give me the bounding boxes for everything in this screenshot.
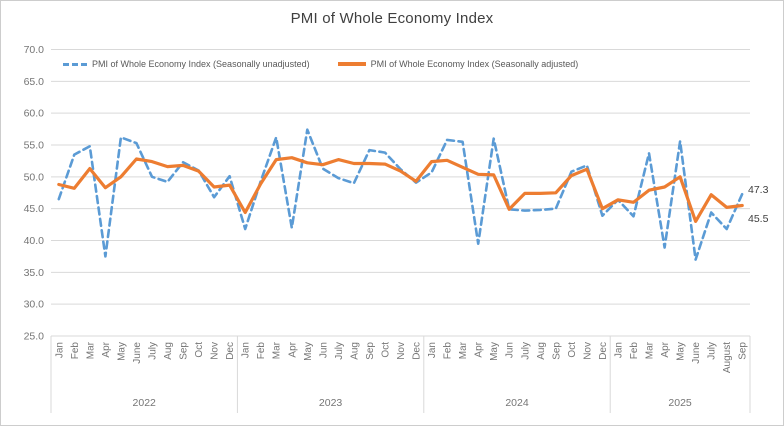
data-label-unadjusted-last: 47.3 bbox=[748, 184, 769, 196]
x-axis-year-separators bbox=[50, 336, 751, 413]
y-tick-label: 70.0 bbox=[24, 44, 45, 56]
month-tick-label: Apr bbox=[474, 341, 485, 357]
month-tick-label: May bbox=[676, 342, 687, 361]
month-tick-label: Jan bbox=[613, 342, 624, 358]
month-tick-label: Mar bbox=[272, 341, 283, 359]
y-tick-label: 50.0 bbox=[24, 171, 45, 183]
y-tick-label: 25.0 bbox=[24, 331, 45, 343]
month-tick-label: Apr bbox=[287, 341, 298, 357]
month-tick-label: Dec bbox=[598, 342, 609, 360]
month-tick-label: Oct bbox=[194, 342, 205, 358]
month-tick-label: August bbox=[722, 342, 733, 373]
x-axis-year-labels: 2022 2023 2024 2025 bbox=[133, 397, 692, 409]
year-label: 2023 bbox=[319, 397, 343, 409]
year-label: 2022 bbox=[133, 397, 157, 409]
legend-item-adjusted[interactable]: PMI of Whole Economy Index (Seasonally a… bbox=[337, 59, 579, 69]
month-tick-label: Apr bbox=[101, 341, 112, 357]
legend-item-unadjusted[interactable]: PMI of Whole Economy Index (Seasonally u… bbox=[63, 59, 310, 69]
y-tick-label: 40.0 bbox=[24, 235, 45, 247]
year-label: 2025 bbox=[668, 397, 692, 409]
month-tick-label: May bbox=[116, 342, 127, 361]
month-tick-label: Sep bbox=[551, 342, 562, 360]
month-tick-label: Feb bbox=[629, 342, 640, 360]
month-tick-label: Mar bbox=[85, 341, 96, 359]
series-lines bbox=[57, 128, 744, 261]
month-tick-label: Sep bbox=[179, 342, 190, 360]
month-tick-label: Oct bbox=[380, 342, 391, 358]
month-tick-label: Jun bbox=[505, 342, 516, 358]
month-tick-label: July bbox=[147, 342, 158, 360]
month-tick-label: Sep bbox=[365, 342, 376, 360]
chart-legend: PMI of Whole Economy Index (Seasonally u… bbox=[63, 57, 578, 71]
y-tick-label: 35.0 bbox=[24, 267, 45, 279]
month-tick-label: June bbox=[691, 342, 702, 364]
month-tick-label: Mar bbox=[458, 341, 469, 359]
month-tick-label: Nov bbox=[396, 342, 407, 360]
x-axis-month-labels: Jan Feb Mar Apr May June July Aug Sep Oct Nov Dec Ja… bbox=[54, 341, 748, 373]
month-tick-label: Sep bbox=[738, 342, 749, 360]
month-tick-label: Aug bbox=[536, 342, 547, 360]
month-tick-label: Jan bbox=[54, 342, 65, 358]
month-tick-label: Feb bbox=[443, 342, 454, 360]
month-tick-label: July bbox=[520, 342, 531, 360]
month-tick-label: Feb bbox=[256, 342, 267, 360]
month-tick-label: May bbox=[303, 342, 314, 361]
y-axis-tick-labels: 70.0 65.0 60.0 55.0 50.0 45.0 40.0 35.0 30.0 25.0 bbox=[24, 44, 45, 343]
data-label-adjusted-last: 45.5 bbox=[748, 213, 769, 225]
adjusted-series-line bbox=[57, 156, 744, 223]
month-tick-label: Mar bbox=[645, 341, 656, 359]
solid-line-swatch-icon bbox=[337, 62, 366, 66]
month-tick-label: Jan bbox=[241, 342, 252, 358]
month-tick-label: Feb bbox=[70, 342, 81, 360]
month-tick-label: Dec bbox=[225, 342, 236, 360]
unadjusted-series-line bbox=[57, 128, 744, 261]
month-tick-label: Aug bbox=[349, 342, 360, 360]
month-tick-label: Oct bbox=[567, 342, 578, 358]
y-tick-label: 30.0 bbox=[24, 299, 45, 311]
y-tick-label: 45.0 bbox=[24, 203, 45, 215]
y-tick-label: 55.0 bbox=[24, 140, 45, 152]
month-tick-label: Jan bbox=[427, 342, 438, 358]
chart-title: PMI of Whole Economy Index bbox=[290, 10, 494, 27]
month-tick-label: Nov bbox=[210, 342, 221, 360]
month-tick-label: Dec bbox=[412, 342, 423, 360]
month-tick-label: May bbox=[489, 342, 500, 361]
month-tick-label: Aug bbox=[163, 342, 174, 360]
y-tick-label: 60.0 bbox=[24, 108, 45, 120]
year-label: 2024 bbox=[505, 397, 529, 409]
month-tick-label: Apr bbox=[660, 341, 671, 357]
month-tick-label: July bbox=[707, 342, 718, 360]
dashed-line-swatch-icon bbox=[63, 62, 87, 66]
month-tick-label: Nov bbox=[582, 342, 593, 360]
gridlines bbox=[51, 49, 750, 337]
month-tick-label: July bbox=[334, 342, 345, 360]
legend-label-unadjusted: PMI of Whole Economy Index (Seasonally u… bbox=[92, 59, 310, 69]
month-tick-label: Jun bbox=[318, 342, 329, 358]
legend-label-adjusted: PMI of Whole Economy Index (Seasonally a… bbox=[370, 59, 579, 69]
y-tick-label: 65.0 bbox=[24, 76, 45, 88]
month-tick-label: June bbox=[132, 342, 143, 364]
